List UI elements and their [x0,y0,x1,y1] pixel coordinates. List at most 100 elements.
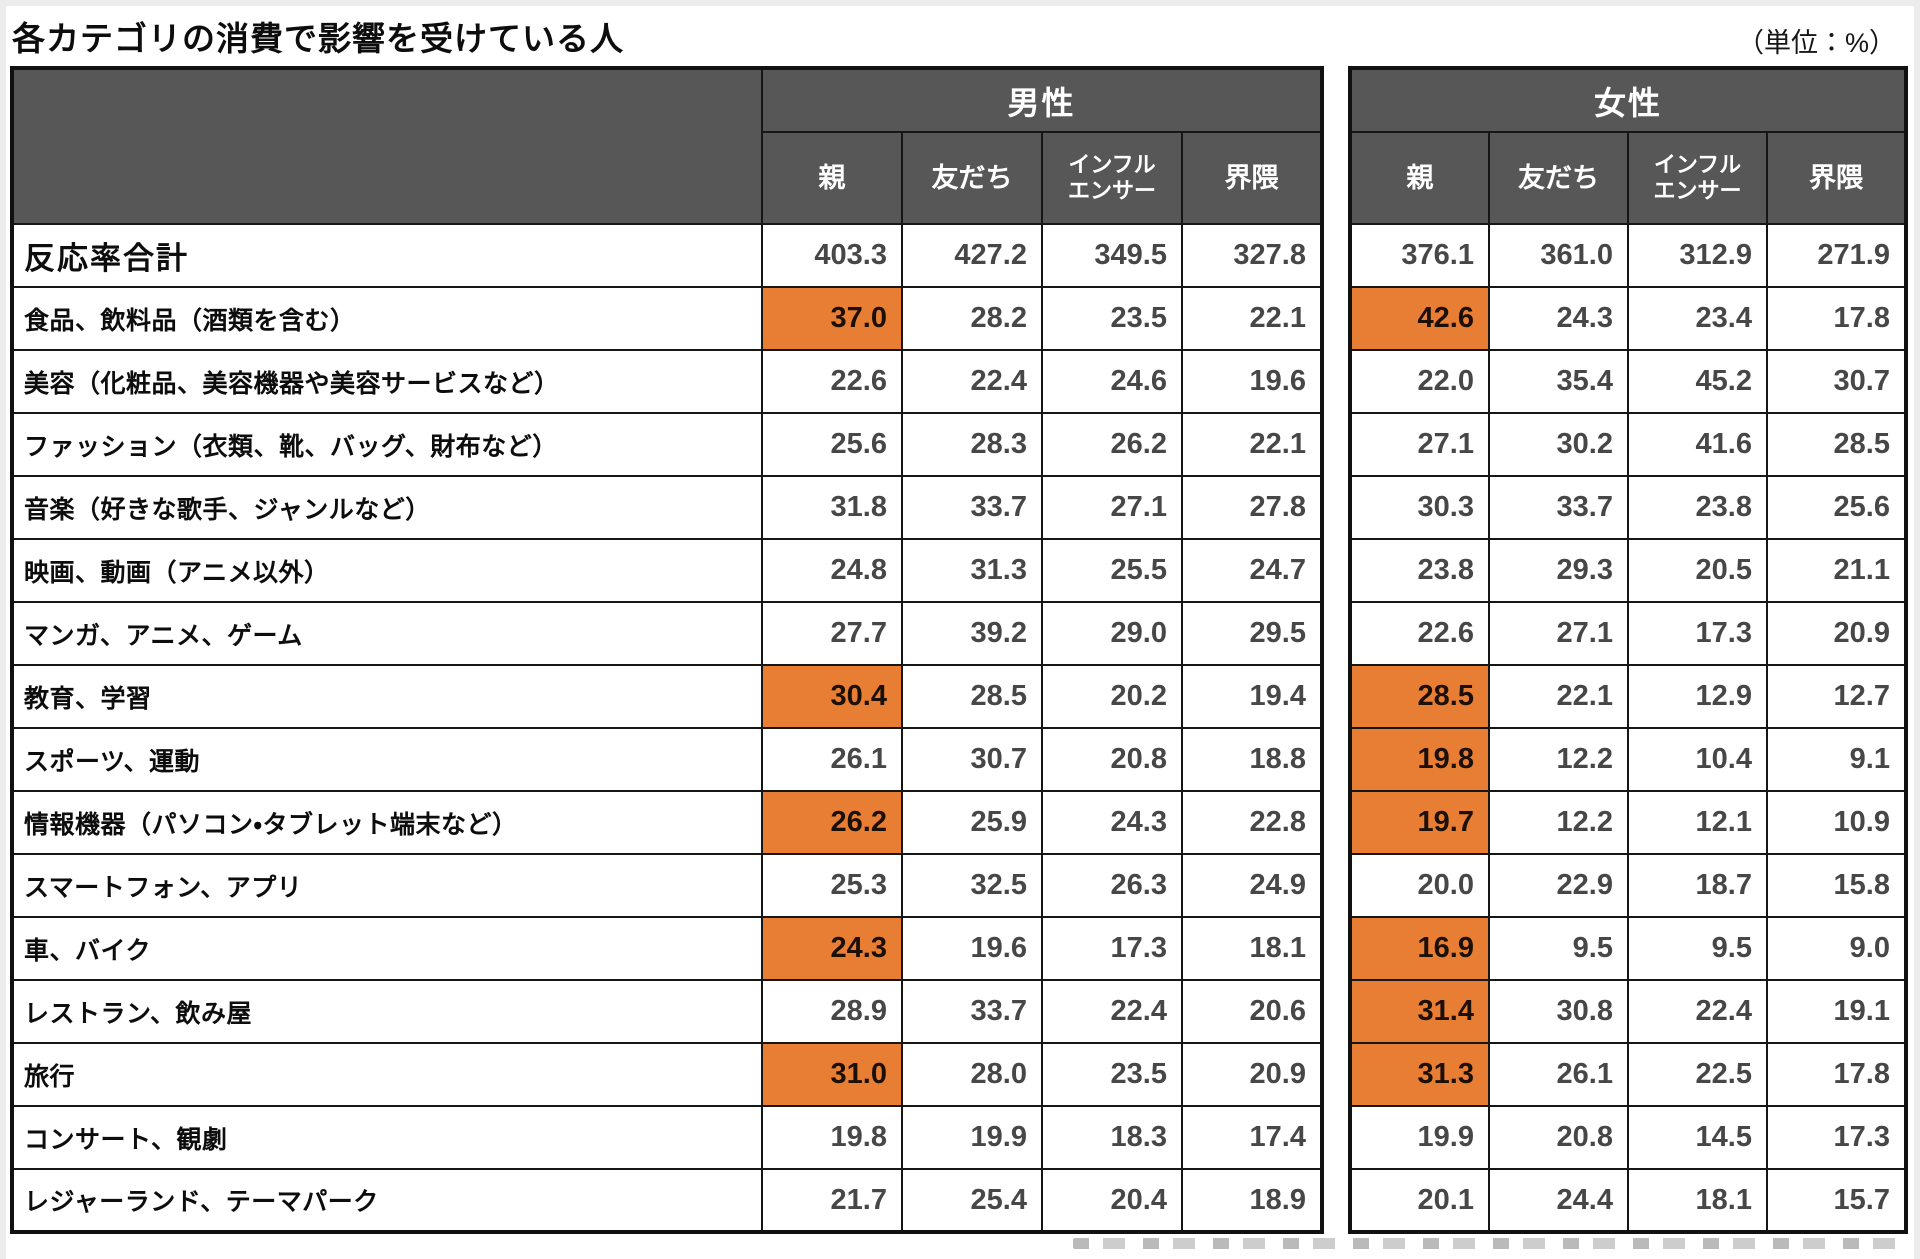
value-cell-female-col3: 17.8 [1766,286,1907,351]
value-cell-female-col2: 17.3 [1627,601,1768,666]
page-title: 各カテゴリの消費で影響を受けている人 [12,20,624,57]
row-label: 教育、学習 [11,664,763,729]
table-row: レストラン、飲み屋 28.9 33.7 22.4 20.6 [11,979,1323,1044]
value-cell-male-col2: 29.0 [1041,601,1183,666]
value-cell-male-col3: 29.5 [1181,601,1323,666]
value-cell-male-col3: 22.1 [1181,412,1323,477]
value-cell-female-col1: 30.2 [1488,412,1629,477]
value-cell-female-col1: 9.5 [1488,916,1629,981]
value-cell-male-col2: 24.3 [1041,790,1183,855]
row-label: 食品、飲料品（酒類を含む） [11,286,763,351]
highlighted-value-cell-male-col0: 24.3 [761,916,903,981]
row-label: コンサート、観劇 [11,1105,763,1170]
value-cell-male-col2: 22.4 [1041,979,1183,1044]
table-row: 27.1 30.2 41.6 28.5 [1349,412,1907,477]
value-cell-male-col2: 20.2 [1041,664,1183,729]
value-cell-female-col1: 20.8 [1488,1105,1629,1170]
value-cell-male-col3: 22.1 [1181,286,1323,351]
female-table-block: 女性 親 友だち インフル エンサー 界隈 376.1 361.0 312.9 271… [1348,66,1908,1234]
value-cell-male-col2: 26.3 [1041,853,1183,918]
unit-label: （単位：%） [1736,28,1896,58]
row-label: レストラン、飲み屋 [11,979,763,1044]
row-label: 車、バイク [11,916,763,981]
value-cell-male-col1: 427.2 [901,223,1043,288]
value-cell-female-col2: 22.4 [1627,979,1768,1044]
value-cell-female-col3: 15.8 [1766,853,1907,918]
value-cell-male-col3: 19.4 [1181,664,1323,729]
value-cell-female-col0: 23.8 [1349,538,1490,603]
table-row: 23.8 29.3 20.5 21.1 [1349,538,1907,603]
value-cell-female-col1: 29.3 [1488,538,1629,603]
table-row: 旅行 31.0 28.0 23.5 20.9 [11,1042,1323,1107]
value-cell-male-col1: 25.9 [901,790,1043,855]
value-cell-male-col0: 26.1 [761,727,903,792]
male-subheader-friends: 友だち [901,131,1043,225]
row-label: ファッション（衣類、靴、バッグ、財布など） [11,412,763,477]
highlighted-value-cell-female-col0: 31.4 [1349,979,1490,1044]
value-cell-male-col2: 25.5 [1041,538,1183,603]
value-cell-male-col0: 25.3 [761,853,903,918]
value-cell-male-col3: 17.4 [1181,1105,1323,1170]
value-cell-male-col2: 17.3 [1041,916,1183,981]
value-cell-female-col1: 33.7 [1488,475,1629,540]
value-cell-female-col0: 27.1 [1349,412,1490,477]
value-cell-male-col0: 22.6 [761,349,903,414]
female-subheader-friends: 友だち [1488,131,1629,225]
table-row: レジャーランド、テーマパーク 21.7 25.4 20.4 18.9 [11,1168,1323,1233]
value-cell-male-col3: 22.8 [1181,790,1323,855]
table-row: ファッション（衣類、靴、バッグ、財布など） 25.6 28.3 26.2 22.1 [11,412,1323,477]
value-cell-female-col2: 18.1 [1627,1168,1768,1233]
highlighted-value-cell-female-col0: 31.3 [1349,1042,1490,1107]
table-row: 376.1 361.0 312.9 271.9 [1349,223,1907,288]
table-row: 42.6 24.3 23.4 17.8 [1349,286,1907,351]
value-cell-male-col2: 23.5 [1041,286,1183,351]
value-cell-female-col3: 17.3 [1766,1105,1907,1170]
highlighted-value-cell-male-col0: 37.0 [761,286,903,351]
value-cell-female-col3: 9.0 [1766,916,1907,981]
female-subheader-community: 界隈 [1766,131,1907,225]
table-row: 22.6 27.1 17.3 20.9 [1349,601,1907,666]
table-row: 19.7 12.2 12.1 10.9 [1349,790,1907,855]
table-row: 19.8 12.2 10.4 9.1 [1349,727,1907,792]
value-cell-male-col1: 19.6 [901,916,1043,981]
value-cell-male-col2: 27.1 [1041,475,1183,540]
corner-header-cell [11,67,763,225]
value-cell-female-col3: 20.9 [1766,601,1907,666]
male-table-block: 男性 親 友だち インフル エンサー 界隈 反応率合計 403.3 427.2 349… [10,66,1324,1234]
value-cell-male-col2: 24.6 [1041,349,1183,414]
row-label: 旅行 [11,1042,763,1107]
value-cell-female-col1: 30.8 [1488,979,1629,1044]
table-row: 車、バイク 24.3 19.6 17.3 18.1 [11,916,1323,981]
table-row: 31.4 30.8 22.4 19.1 [1349,979,1907,1044]
row-label: スポーツ、運動 [11,727,763,792]
value-cell-female-col0: 22.6 [1349,601,1490,666]
table-row: 20.1 24.4 18.1 15.7 [1349,1168,1907,1233]
value-cell-male-col1: 28.3 [901,412,1043,477]
value-cell-male-col0: 19.8 [761,1105,903,1170]
cropped-text-remnant [1072,1238,1898,1249]
value-cell-male-col0: 31.8 [761,475,903,540]
value-cell-male-col1: 39.2 [901,601,1043,666]
value-cell-female-col1: 26.1 [1488,1042,1629,1107]
value-cell-female-col0: 22.0 [1349,349,1490,414]
value-cell-male-col3: 327.8 [1181,223,1323,288]
value-cell-female-col2: 18.7 [1627,853,1768,918]
value-cell-female-col1: 35.4 [1488,349,1629,414]
value-cell-male-col3: 18.8 [1181,727,1323,792]
value-cell-male-col1: 30.7 [901,727,1043,792]
value-cell-female-col3: 12.7 [1766,664,1907,729]
value-cell-male-col2: 349.5 [1041,223,1183,288]
value-cell-male-col0: 403.3 [761,223,903,288]
value-cell-male-col0: 27.7 [761,601,903,666]
value-cell-male-col3: 20.9 [1181,1042,1323,1107]
value-cell-female-col0: 19.9 [1349,1105,1490,1170]
value-cell-male-col1: 28.2 [901,286,1043,351]
row-label: レジャーランド、テーマパーク [11,1168,763,1233]
value-cell-female-col3: 17.8 [1766,1042,1907,1107]
table-row: スポーツ、運動 26.1 30.7 20.8 18.8 [11,727,1323,792]
value-cell-female-col1: 22.1 [1488,664,1629,729]
row-label: 音楽（好きな歌手、ジャンルなど） [11,475,763,540]
row-label: 映画、動画（アニメ以外） [11,538,763,603]
value-cell-female-col3: 19.1 [1766,979,1907,1044]
value-cell-male-col1: 28.0 [901,1042,1043,1107]
